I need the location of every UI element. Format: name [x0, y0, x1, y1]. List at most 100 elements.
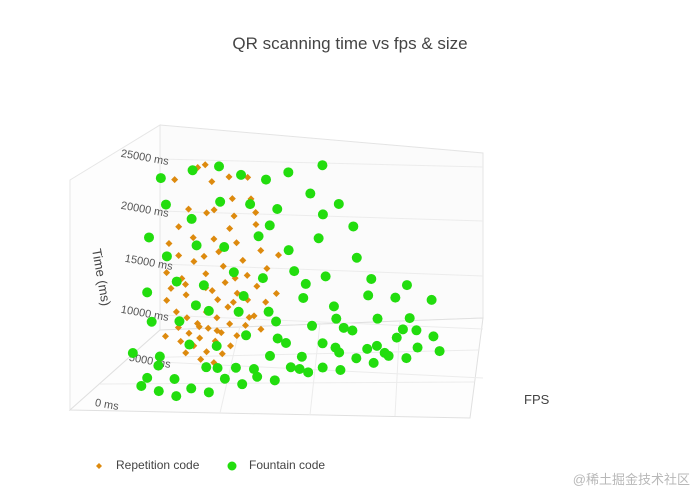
repetition-point	[183, 314, 191, 322]
repetition-point	[213, 327, 221, 335]
x-axis-label: FPS	[524, 392, 550, 407]
fountain-point	[253, 231, 264, 242]
repetition-point	[245, 313, 253, 321]
repetition-point	[202, 270, 210, 278]
fountain-point	[285, 362, 296, 373]
fountain-point	[363, 290, 374, 301]
fountain-point	[305, 188, 316, 199]
fountain-point	[401, 353, 412, 364]
diamond-marker-icon	[96, 463, 102, 469]
fountain-point	[351, 252, 362, 263]
repetition-point	[208, 178, 216, 186]
repetition-point	[229, 298, 237, 306]
repetition-point	[221, 278, 229, 286]
fountain-point	[154, 351, 165, 362]
repetition-point	[195, 323, 203, 331]
fountain-point	[260, 174, 271, 185]
fountain-point	[317, 338, 328, 349]
fountain-point	[186, 213, 197, 224]
fountain-point	[155, 173, 166, 184]
repetition-point	[242, 321, 250, 329]
fountain-point	[298, 292, 309, 303]
repetition-point	[210, 235, 218, 243]
repetition-point	[228, 195, 236, 203]
chart-title: QR scanning time vs fps & size	[232, 34, 468, 53]
fountain-point	[219, 373, 230, 384]
repetition-point	[161, 332, 169, 340]
fountain-point	[186, 383, 197, 394]
fountain-point	[428, 331, 439, 342]
fountain-point	[171, 276, 182, 287]
fountain-point	[211, 341, 222, 352]
fountain-point	[245, 199, 256, 210]
fountain-point	[362, 343, 373, 354]
fountain-point	[412, 342, 423, 353]
repetition-point	[163, 269, 171, 277]
repetition-point	[197, 355, 205, 363]
repetition-point	[272, 289, 280, 297]
repetition-point	[204, 324, 212, 332]
repetition-point	[182, 291, 190, 299]
fountain-point	[201, 362, 212, 373]
repetition-point	[225, 173, 233, 181]
fountain-point	[161, 251, 172, 262]
fountain-point	[347, 325, 358, 336]
repetition-point	[257, 247, 265, 255]
fountain-point	[289, 266, 300, 277]
fountain-point	[379, 347, 390, 358]
repetition-point	[227, 342, 235, 350]
repetition-point	[189, 234, 197, 242]
fountain-point	[271, 316, 282, 327]
fountain-point	[317, 362, 328, 373]
fountain-point	[269, 375, 280, 386]
fountain-point	[142, 372, 153, 383]
repetition-point	[226, 224, 234, 232]
repetition-point	[239, 256, 247, 264]
fountain-point	[171, 391, 182, 402]
fountain-point	[283, 245, 294, 256]
fountain-point	[397, 324, 408, 335]
fountain-point	[146, 316, 157, 327]
repetition-point	[226, 320, 234, 328]
fountain-point	[248, 364, 259, 375]
repetition-point	[224, 303, 232, 311]
fountain-point	[263, 306, 274, 317]
repetition-point	[182, 280, 190, 288]
repetition-point	[253, 282, 261, 290]
repetition-point	[233, 239, 241, 247]
fountain-point	[372, 313, 383, 324]
repetition-point	[257, 325, 265, 333]
fountain-point	[300, 278, 311, 289]
repetition-point	[203, 348, 211, 356]
fountain-point	[320, 271, 331, 282]
repetition-point	[163, 296, 171, 304]
fountain-point	[187, 165, 198, 176]
repetition-point	[175, 223, 183, 231]
fountain-point	[230, 362, 241, 373]
repetition-point	[172, 308, 180, 316]
fountain-point	[264, 220, 275, 231]
watermark: @稀土掘金技术社区	[572, 472, 690, 487]
repetition-point	[185, 329, 193, 337]
legend-label: Fountain code	[249, 458, 326, 472]
repetition-point	[275, 251, 283, 259]
legend-label: Repetition code	[116, 458, 200, 472]
fountain-point	[294, 363, 305, 374]
fountain-point	[335, 365, 346, 376]
repetition-point	[252, 208, 260, 216]
fountain-point	[303, 367, 314, 378]
fountain-point	[296, 351, 307, 362]
fountain-point	[153, 386, 164, 397]
fountain-point	[153, 360, 164, 371]
fountain-point	[391, 332, 402, 343]
fountain-point	[313, 233, 324, 244]
fountain-point	[198, 280, 209, 291]
fountain-point	[283, 167, 294, 178]
fountain-point	[190, 300, 201, 311]
fountain-point	[331, 313, 342, 324]
repetition-point	[190, 258, 198, 266]
z-tick-label: 0 ms	[94, 397, 120, 413]
fountain-point	[334, 347, 345, 358]
fountain-point	[144, 232, 155, 243]
